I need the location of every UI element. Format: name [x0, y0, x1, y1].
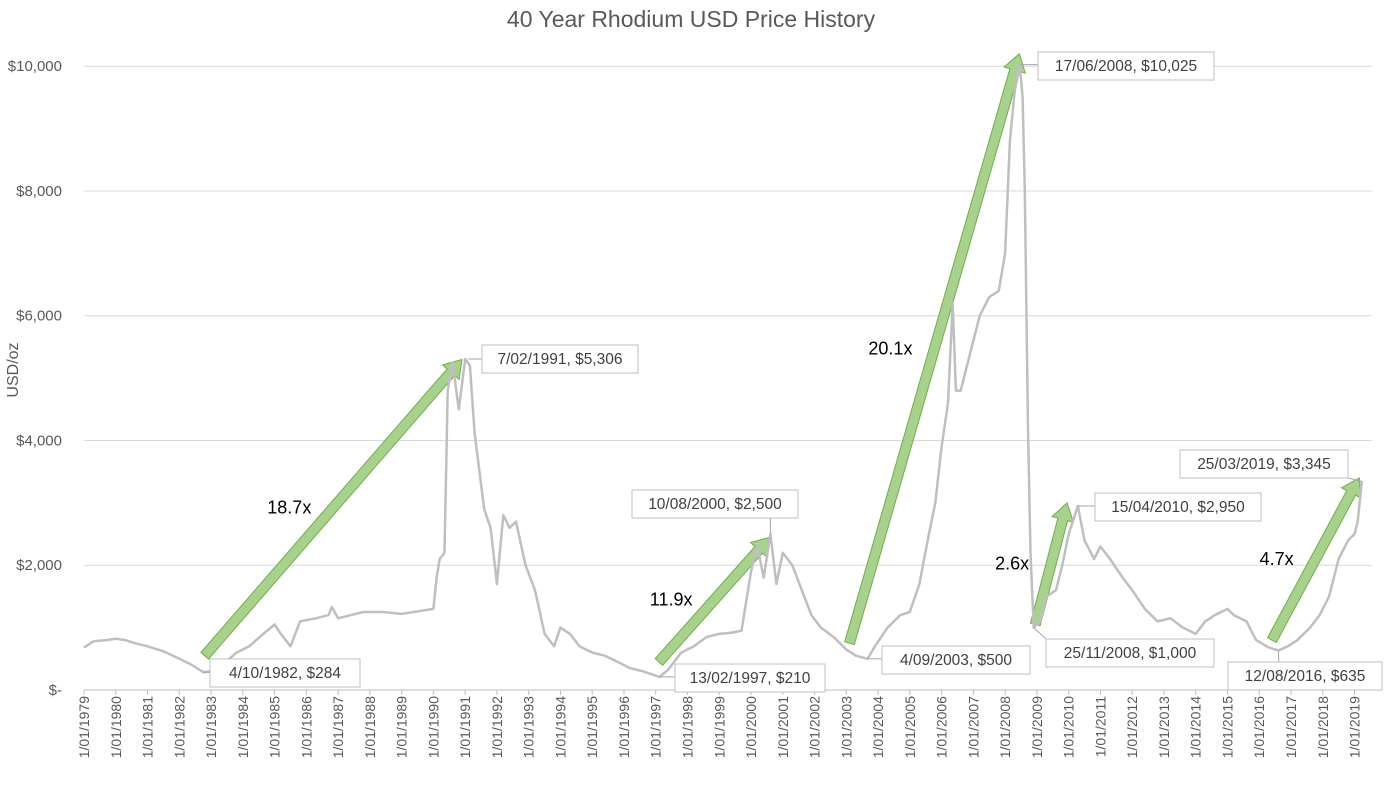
data-callout: 7/02/1991, $5,306: [468, 344, 639, 374]
x-tick-label: 1/01/1988: [362, 696, 378, 758]
x-tick-label: 1/01/1987: [330, 696, 346, 758]
x-tick-label: 1/01/1980: [108, 696, 124, 758]
callout-box: [1037, 51, 1215, 81]
x-tick-label: 1/01/1983: [203, 696, 219, 758]
x-tick-label: 1/01/1984: [235, 696, 251, 758]
chart-title: 40 Year Rhodium USD Price History: [507, 6, 876, 32]
y-axis-label: USD/oz: [5, 342, 22, 397]
callout-box: [1179, 449, 1349, 479]
callout-label: 17/06/2008, $10,025: [1055, 58, 1197, 75]
growth-arrow: [200, 358, 463, 660]
y-tick-label: $2,000: [16, 557, 62, 574]
callout-label: 25/11/2008, $1,000: [1064, 645, 1197, 662]
data-callout: 15/04/2010, $2,950: [1077, 492, 1262, 522]
callout-box: [674, 663, 826, 693]
data-callout: 25/03/2019, $3,345: [1179, 449, 1362, 482]
x-tick-label: 1/01/2006: [934, 696, 950, 758]
x-tick-label: 1/01/1996: [616, 696, 632, 758]
x-tick-label: 1/01/2000: [743, 696, 759, 758]
callout-box: [1227, 661, 1383, 691]
x-tick-label: 1/01/1979: [76, 696, 92, 758]
x-tick-label: 1/01/1991: [457, 696, 473, 758]
x-tick-label: 1/01/2010: [1061, 696, 1077, 758]
data-callout: 12/08/2016, $635: [1227, 650, 1383, 691]
data-callout: 4/09/2003, $500: [867, 645, 1031, 675]
x-tick-label: 1/01/2008: [997, 696, 1013, 758]
callout-label: 12/08/2016, $635: [1245, 668, 1366, 685]
growth-arrow: [1266, 477, 1362, 644]
growth-multiplier-label: 2.6x: [995, 554, 1029, 574]
callout-box: [881, 645, 1031, 675]
x-tick-label: 1/01/2009: [1029, 696, 1045, 758]
x-tick-label: 1/01/2014: [1188, 696, 1204, 758]
x-tick-label: 1/01/1990: [425, 696, 441, 758]
x-tick-label: 1/01/1986: [298, 696, 314, 758]
x-tick-label: 1/01/1997: [648, 696, 664, 758]
data-callout: 25/11/2008, $1,000: [1033, 627, 1215, 668]
callout-label: 25/03/2019, $3,345: [1197, 456, 1331, 473]
x-tick-label: 1/01/2015: [1219, 696, 1235, 758]
x-tick-label: 1/01/1998: [680, 696, 696, 758]
y-tick-label: $6,000: [16, 308, 62, 325]
y-tick-label: $8,000: [16, 183, 62, 200]
x-tick-label: 1/01/1995: [584, 696, 600, 758]
x-tick-label: 1/01/2004: [870, 696, 886, 758]
growth-multiplier-label: 4.7x: [1260, 549, 1294, 569]
callout-label: 15/04/2010, $2,950: [1111, 499, 1245, 516]
callout-box: [481, 344, 639, 374]
callout-leader-line: [1033, 627, 1047, 640]
callout-leader-line: [1347, 477, 1362, 482]
x-tick-label: 1/01/2007: [965, 696, 981, 758]
callout-label: 7/02/1991, $5,306: [498, 351, 623, 368]
data-callout: 17/06/2008, $10,025: [1019, 51, 1215, 81]
y-tick-label: $10,000: [8, 58, 62, 75]
growth-arrow: [1029, 502, 1075, 627]
growth-arrow: [654, 536, 771, 667]
x-tick-label: 1/01/2003: [838, 696, 854, 758]
y-tick-label: $-: [49, 682, 62, 699]
x-tick-label: 1/01/2002: [807, 696, 823, 758]
annotations: 4/10/1982, $284 7/02/1991, $5,306 13/02/19…: [203, 51, 1383, 693]
x-tick-label: 1/01/1999: [711, 696, 727, 758]
x-tick-label: 1/01/2001: [775, 696, 791, 758]
callout-label: 4/09/2003, $500: [900, 652, 1012, 669]
axes: $- $2,000 $4,000 $6,000 $8,000 $10,000 1/01/19…: [8, 58, 1372, 758]
x-tick-label: 1/01/2018: [1315, 696, 1331, 758]
gridlines: [84, 65, 1372, 566]
data-callout: 4/10/1982, $284: [203, 658, 361, 688]
x-tick-label: 1/01/2005: [902, 696, 918, 758]
x-tick-label: 1/01/2016: [1251, 696, 1267, 758]
callout-label: 13/02/1997, $210: [690, 670, 811, 687]
x-tick-label: 1/01/1989: [394, 696, 410, 758]
y-tick-label: $4,000: [16, 432, 62, 449]
x-tick-label: 1/01/1993: [521, 696, 537, 758]
x-tick-label: 1/01/1992: [489, 696, 505, 758]
x-tick-label: 1/01/1982: [171, 696, 187, 758]
growth-multiplier-label: 20.1x: [868, 338, 912, 358]
callout-box: [1094, 492, 1262, 522]
x-tick-label: 1/01/1994: [552, 696, 568, 758]
series-layer: [83, 63, 1364, 679]
data-callout: 13/02/1997, $210: [659, 663, 826, 693]
callout-box: [631, 489, 799, 519]
data-callout: 10/08/2000, $2,500: [631, 489, 799, 535]
growth-multiplier-label: 18.7x: [267, 498, 311, 518]
x-tick-label: 1/01/2019: [1347, 696, 1363, 758]
x-tick-label: 1/01/2013: [1156, 696, 1172, 758]
x-tick-label: 1/01/2012: [1124, 696, 1140, 758]
x-tick-label: 1/01/2011: [1092, 696, 1108, 757]
growth-arrows: 18.7x 11.9x 20.1x 2.6x 4.7x: [200, 52, 1362, 667]
x-tick-label: 1/01/2017: [1283, 696, 1299, 758]
x-tick-label: 1/01/1985: [267, 696, 283, 758]
x-tick-label: 1/01/1981: [140, 696, 156, 758]
callout-label: 4/10/1982, $284: [229, 665, 341, 682]
price-series-line: [83, 63, 1364, 679]
callout-box: [1045, 638, 1215, 668]
callout-label: 10/08/2000, $2,500: [648, 496, 782, 513]
growth-multiplier-label: 11.9x: [650, 590, 693, 610]
callout-box: [209, 658, 361, 688]
